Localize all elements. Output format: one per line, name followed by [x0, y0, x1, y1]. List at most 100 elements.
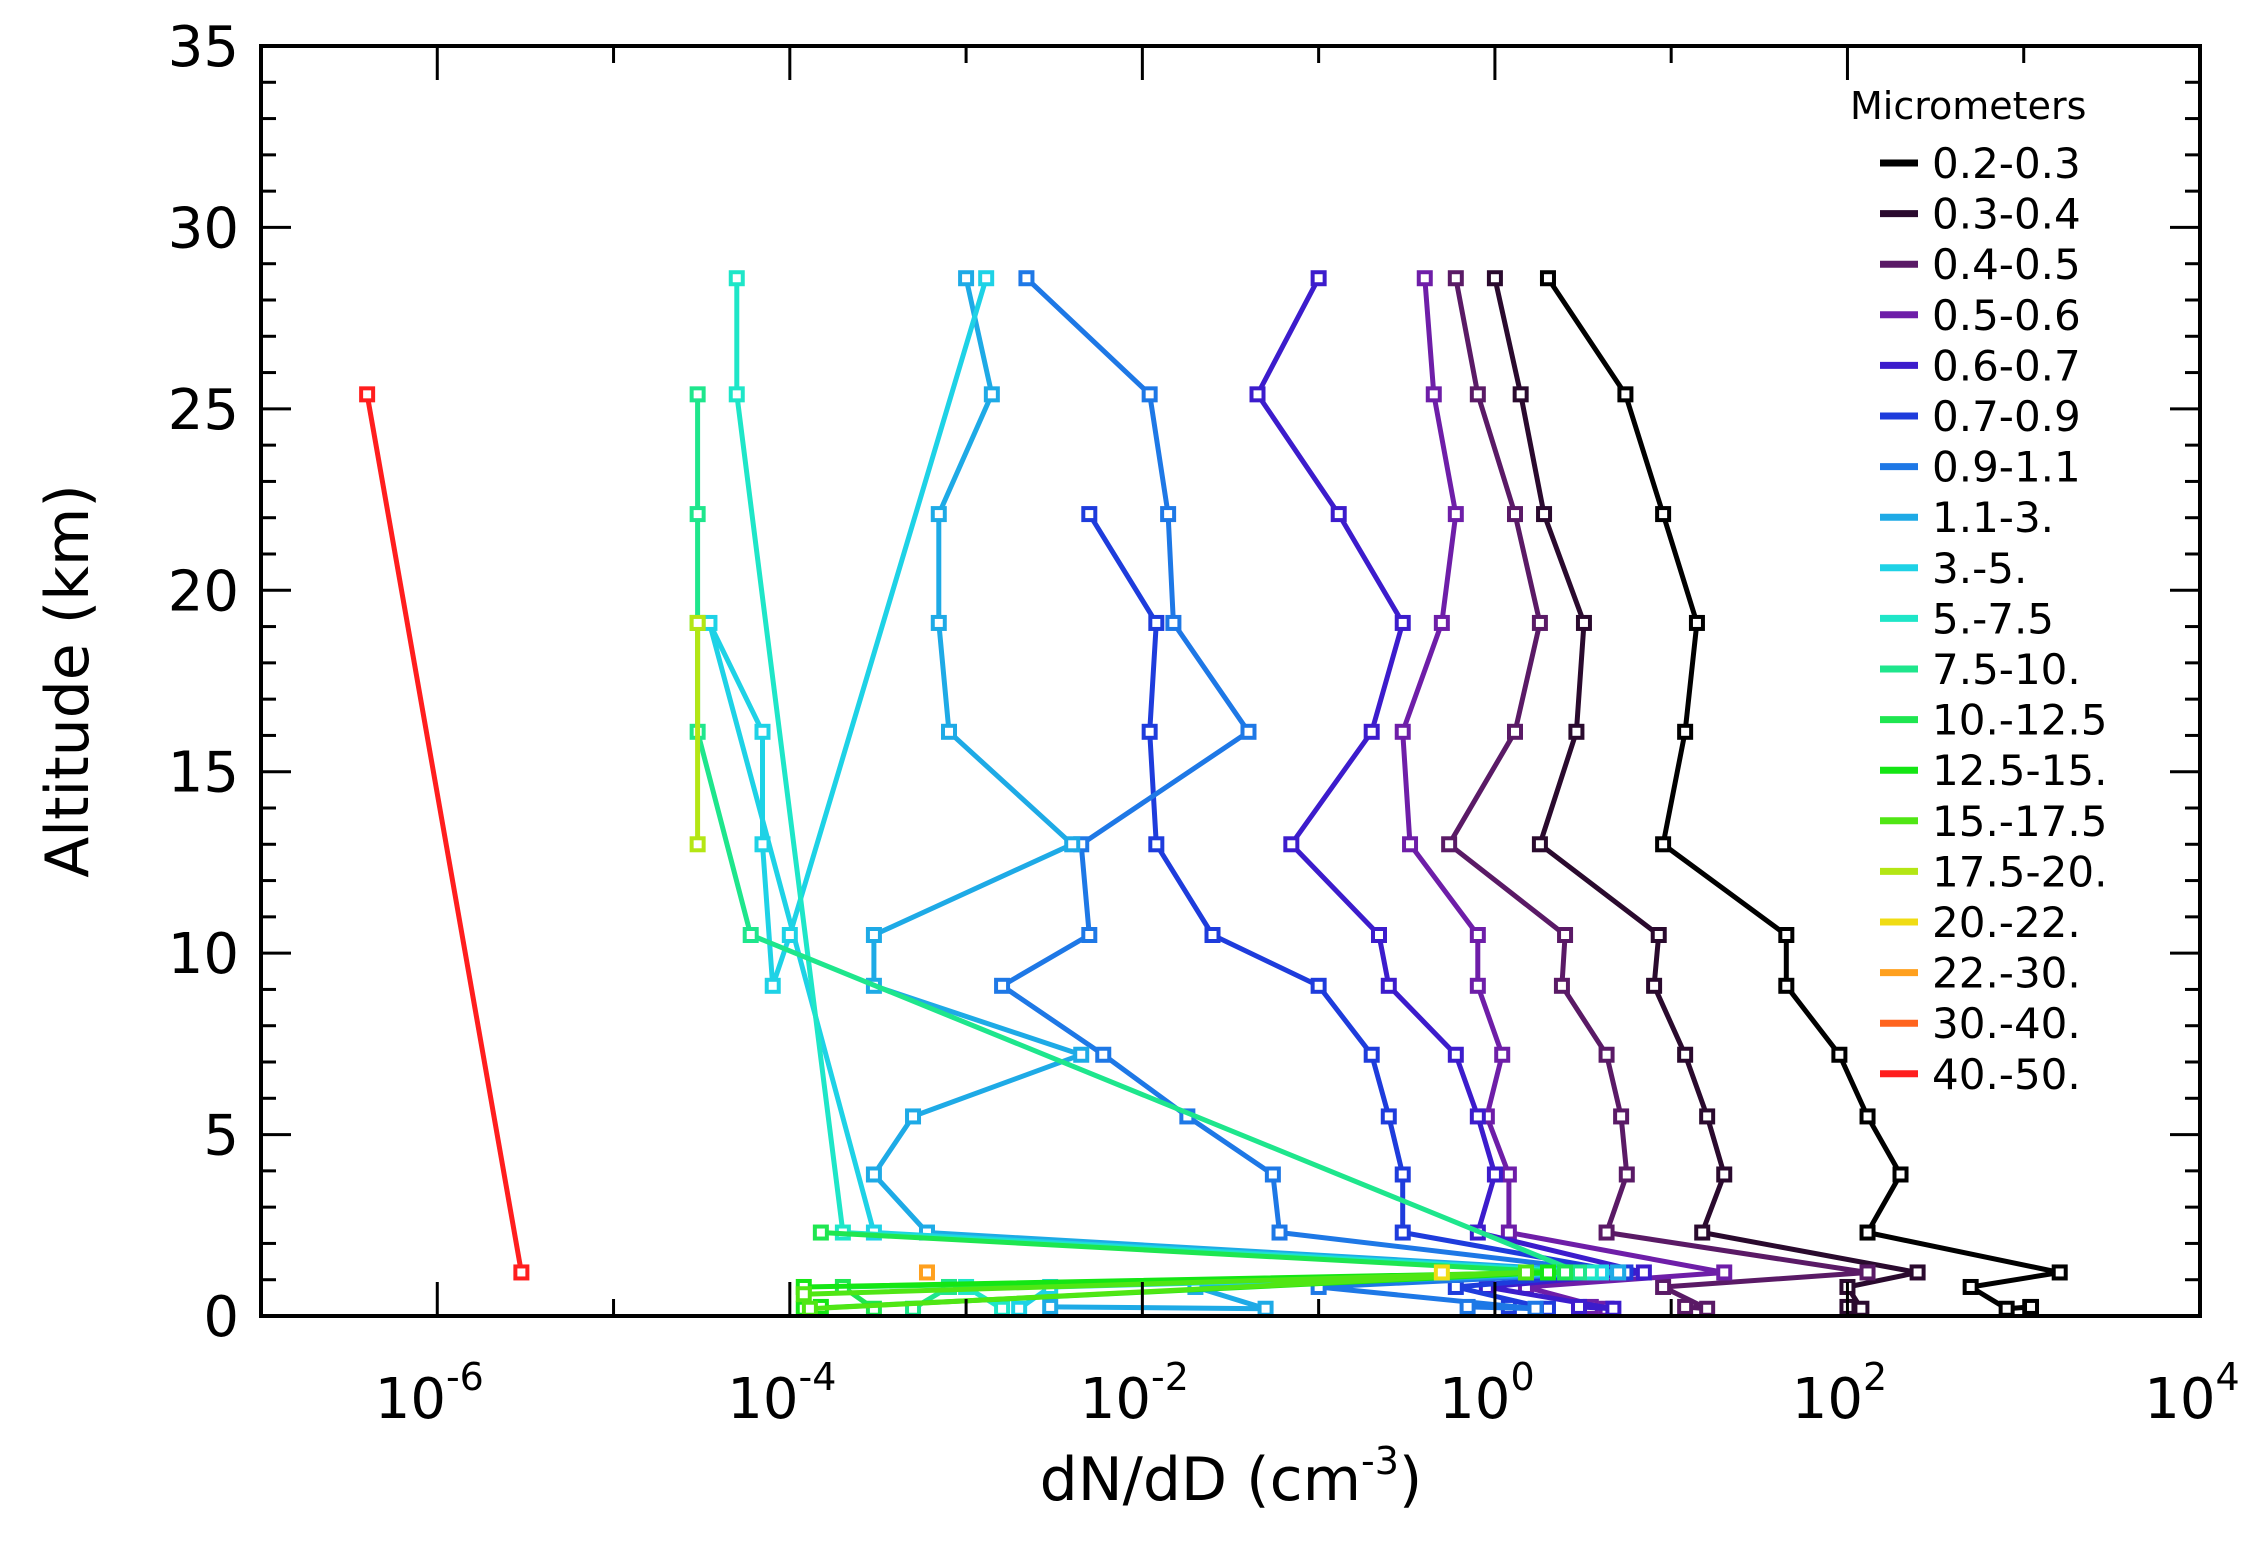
data-point [1655, 1278, 1672, 1295]
data-point [1575, 614, 1592, 631]
data-point [1859, 1264, 1876, 1281]
data-point [1148, 614, 1165, 631]
data-point [1469, 386, 1486, 403]
series-5.-7.5 [728, 270, 1599, 1317]
legend-label: 3.-5. [1932, 544, 2027, 593]
data-point [1617, 386, 1634, 403]
x-axis-title-close: ) [1399, 1445, 1422, 1515]
data-point [983, 386, 1000, 403]
series-0.3-0.4 [1486, 270, 1926, 1317]
data-point [1064, 836, 1081, 853]
data-point [1536, 506, 1553, 523]
data-point [1310, 270, 1327, 287]
data-point [865, 1166, 882, 1183]
plot-area [359, 270, 2068, 1317]
data-point [728, 270, 745, 287]
data-point [1394, 1166, 1411, 1183]
data-point [1160, 506, 1177, 523]
data-point [754, 836, 771, 853]
y-tick-label: 20 [168, 559, 239, 624]
data-point [1441, 836, 1458, 853]
series-line [364, 393, 524, 1273]
data-point [1553, 977, 1570, 994]
legend-label: 22.-30. [1932, 949, 2081, 998]
data-point [1394, 1224, 1411, 1241]
data-point [1447, 506, 1464, 523]
data-point [930, 506, 947, 523]
data-point [1539, 270, 1556, 287]
data-point [1517, 1264, 1534, 1281]
legend-label: 20.-22. [1932, 898, 2081, 947]
data-point [754, 723, 771, 740]
data-point [795, 1286, 812, 1303]
data-point [1859, 1108, 1876, 1125]
legend-label: 17.5-20. [1932, 847, 2107, 896]
data-point [1655, 836, 1672, 853]
data-point [1363, 1046, 1380, 1063]
legend: Micrometers 0.2-0.30.3-0.40.4-0.50.5-0.6… [1850, 84, 2107, 1099]
series-40.-50. [359, 386, 530, 1281]
legend-label: 12.5-15. [1932, 746, 2107, 795]
data-point [1962, 1278, 1979, 1295]
data-point [1073, 1046, 1090, 1063]
data-point [930, 614, 947, 631]
data-point [1527, 1300, 1544, 1317]
series-line [1087, 512, 1628, 1312]
axis-tick-labels: 0 5 10 15 20 25 30 35 10-6 10-4 10-2 100 102 104 [168, 15, 2240, 1432]
data-point [1699, 1300, 1716, 1317]
data-point [1610, 1264, 1627, 1281]
data-point [764, 977, 781, 994]
y-tick-label: 25 [168, 378, 239, 443]
data-point [1447, 1046, 1464, 1063]
series-15.-17.5 [795, 1264, 1534, 1317]
y-tick-label: 35 [168, 15, 239, 80]
legend-label: 0.9-1.1 [1932, 443, 2081, 492]
data-point [359, 386, 376, 403]
data-point [978, 270, 995, 287]
data-point [1042, 1298, 1059, 1315]
data-point [1447, 270, 1464, 287]
data-point [1598, 1224, 1615, 1241]
data-point [1699, 1108, 1716, 1125]
data-point [1677, 723, 1694, 740]
data-point [1257, 1300, 1274, 1317]
x-axis-title-exponent: -3 [1361, 1439, 1399, 1483]
series-17.5-20. [689, 614, 706, 853]
data-point [918, 1264, 935, 1281]
data-point [1557, 927, 1574, 943]
data-point [2023, 1298, 2040, 1315]
y-axis-title: Altitude (km) [33, 484, 103, 878]
axis-ticks [259, 44, 2202, 1318]
legend-label: 7.5-10. [1932, 645, 2081, 694]
data-point [1500, 1166, 1517, 1183]
y-tick-label: 5 [203, 1104, 239, 1169]
series-line [1446, 277, 1870, 1312]
y-tick-label: 15 [168, 741, 239, 806]
data-point [1677, 1298, 1694, 1315]
data-point [1716, 1166, 1733, 1183]
x-tick-label: 10-4 [727, 1355, 836, 1432]
data-point [1506, 506, 1523, 523]
data-point [1283, 836, 1300, 853]
data-point [1486, 1166, 1503, 1183]
x-tick-label: 100 [1439, 1355, 1534, 1432]
data-point [1831, 1046, 1848, 1063]
data-point [865, 927, 882, 943]
legend-label: 0.3-0.4 [1932, 190, 2081, 239]
series-0.6-0.7 [1249, 270, 1652, 1317]
series-0.4-0.5 [1441, 270, 1876, 1317]
series-22.-30. [918, 1264, 935, 1281]
data-point [1539, 1300, 1556, 1317]
data-point [1141, 723, 1158, 740]
data-point [1370, 927, 1387, 943]
legend-label: 1.1-3. [1932, 493, 2054, 542]
data-point [1531, 614, 1548, 631]
data-point [2051, 1264, 2068, 1281]
data-point [1095, 1046, 1112, 1063]
data-point [1416, 270, 1433, 287]
data-point [1688, 614, 1705, 631]
legend-label: 0.7-0.9 [1932, 392, 2081, 441]
series-20.-22. [1433, 1264, 1450, 1281]
data-point [812, 1224, 829, 1241]
